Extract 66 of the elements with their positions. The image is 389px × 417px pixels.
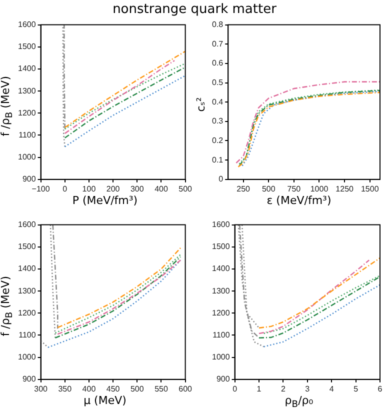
x-tick-label: 500 (130, 384, 144, 394)
y-tick-label: 1400 (18, 264, 36, 274)
x-tick-label: −100 (32, 184, 50, 194)
x-tick-label: 200 (106, 184, 120, 194)
y-tick-label: 0.3 (212, 116, 224, 126)
x-axis-title: P (MeV/fm³) (71, 194, 139, 207)
y-tick-label: 1000 (212, 352, 230, 362)
y-tick-label: 1400 (18, 64, 36, 74)
x-tick-label: 550 (154, 384, 168, 394)
x-tick-label: 4 (329, 384, 334, 394)
y-tick-label: 1000 (18, 152, 36, 162)
y-tick-label: 0.1 (212, 155, 224, 164)
x-tick-label: 250 (236, 184, 251, 194)
y-tick-label: 0.6 (212, 58, 224, 68)
y-tick-label: 1100 (212, 330, 230, 340)
x-tick-label: 1500 (360, 184, 380, 194)
x-axis-title: ε (MeV/fm³) (266, 194, 332, 207)
y-tick-label: 1300 (18, 286, 36, 296)
y-tick-label: 1300 (212, 286, 230, 296)
y-tick-label: 1200 (18, 308, 36, 318)
x-tick-label: 1000 (310, 184, 329, 194)
y-tick-label: 1100 (18, 130, 36, 140)
y-tick-label: 1400 (212, 264, 230, 274)
chart-title: nonstrange quark matter (112, 2, 278, 17)
y-tick-label: 1200 (212, 308, 230, 318)
x-tick-label: 300 (34, 384, 48, 394)
x-tick-label: 1 (256, 384, 262, 394)
y-tick-label: 0 (218, 174, 224, 184)
y-tick-label: 0.7 (212, 39, 224, 48)
x-tick-label: 2 (280, 384, 286, 394)
x-tick-label: 3 (305, 384, 310, 394)
y-tick-label: 900 (216, 374, 230, 384)
y-axis-title: cₛ² (194, 96, 208, 114)
y-tick-label: 0.5 (212, 78, 224, 87)
y-tick-label: 1500 (18, 242, 36, 252)
x-axis-title: μ (MeV) (82, 394, 128, 407)
y-tick-label: 1500 (18, 42, 36, 52)
x-tick-label: 100 (82, 184, 96, 194)
y-tick-label: 1000 (18, 352, 36, 362)
x-tick-label: 5 (354, 384, 359, 394)
x-tick-label: 400 (82, 384, 96, 394)
x-tick-label: 600 (178, 384, 193, 394)
y-tick-label: 0.2 (212, 136, 224, 145)
x-tick-label: 750 (287, 184, 302, 194)
y-tick-label: 1200 (18, 108, 36, 118)
x-tick-label: 400 (154, 184, 168, 194)
y-tick-label: 1600 (18, 220, 36, 230)
x-tick-label: 1250 (336, 184, 354, 194)
y-tick-label: 1300 (18, 86, 36, 96)
x-tick-label: 6 (378, 384, 383, 394)
y-tick-label: 0.4 (212, 97, 224, 106)
x-tick-label: 450 (106, 384, 120, 394)
x-tick-label: 300 (130, 184, 144, 194)
x-tick-label: 500 (262, 184, 276, 194)
y-tick-label: 0.8 (212, 20, 224, 30)
x-tick-label: 0 (62, 184, 68, 194)
x-tick-label: 350 (58, 384, 72, 394)
y-tick-label: 1600 (212, 220, 230, 230)
y-tick-label: 900 (22, 374, 36, 384)
y-tick-label: 1500 (212, 242, 230, 252)
x-tick-label: 500 (178, 184, 193, 194)
x-tick-label: 0 (232, 384, 238, 394)
x-axis-title: ρ$_{B}$/ρ₀ (284, 394, 314, 410)
y-tick-label: 1100 (18, 330, 36, 340)
y-tick-label: 900 (22, 174, 36, 184)
y-tick-label: 1600 (18, 20, 36, 30)
